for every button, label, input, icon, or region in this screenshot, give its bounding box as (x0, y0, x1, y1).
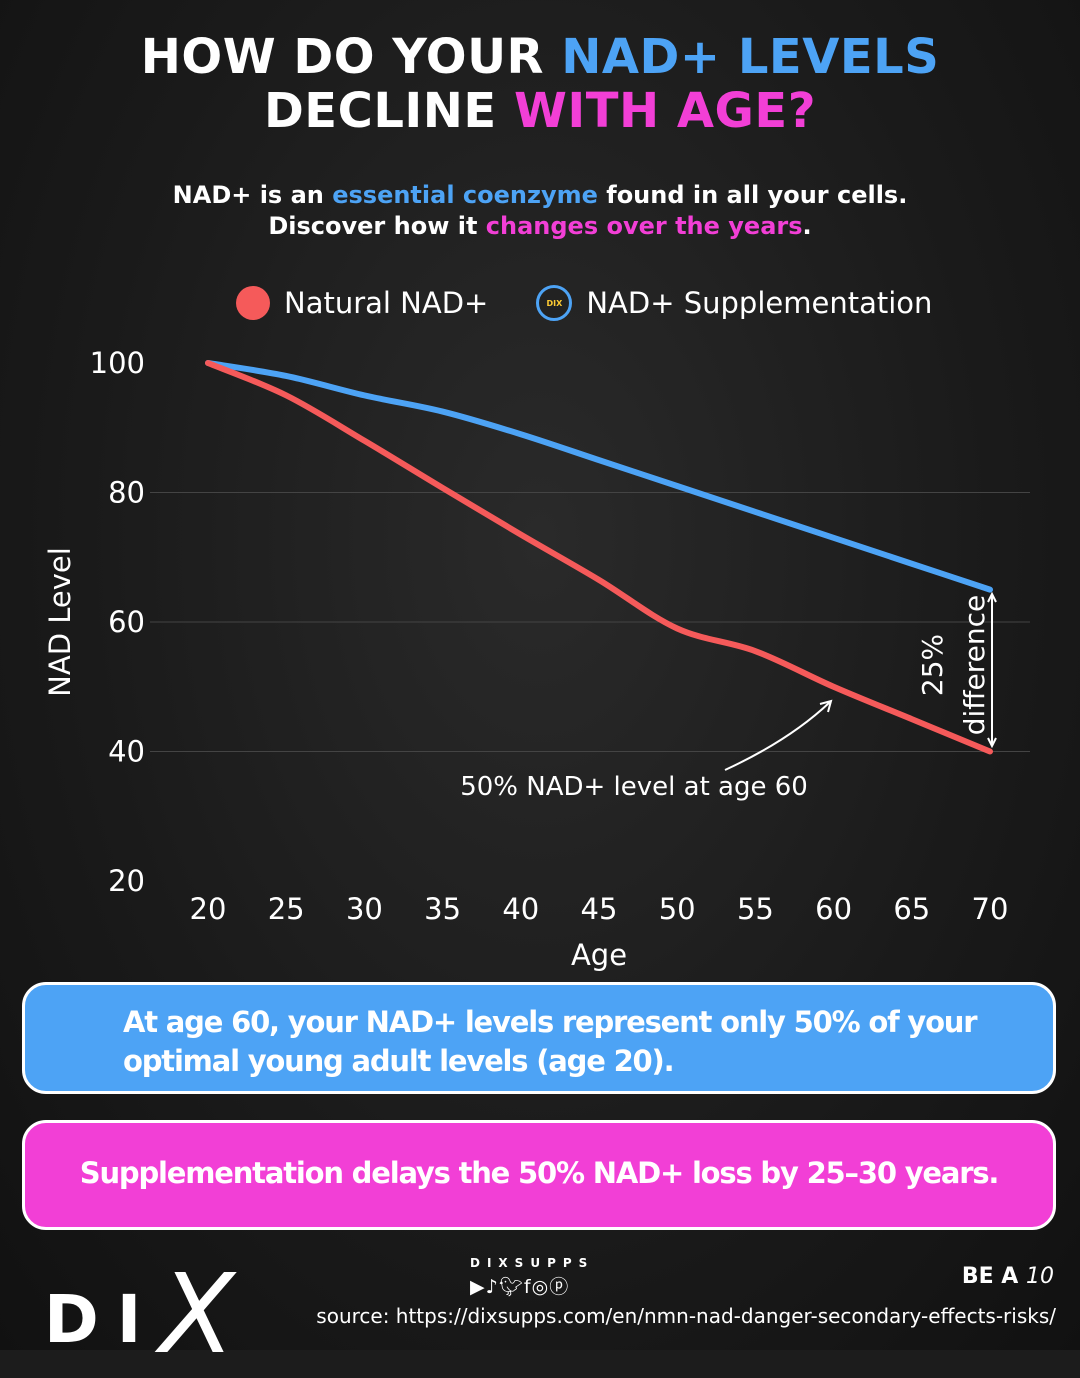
y-tick-label: 20 (108, 864, 145, 898)
x-tick-label: 50 (659, 892, 696, 926)
legend-natural: Natural NAD+ (284, 286, 489, 320)
x-axis-label: Age (571, 938, 627, 972)
series-line-nad-supplementation (205, 360, 993, 593)
legend: Natural NAD+ DIX NAD+ Supplementation (236, 285, 932, 321)
brand-name: DIXSUPPS (470, 1256, 595, 1270)
tagline: BE A 10 (962, 1264, 1054, 1289)
sub-highlight: essential coenzyme (332, 181, 598, 209)
annotation-arrow (724, 701, 831, 771)
pinterest-icon[interactable]: ⓟ (549, 1276, 570, 1298)
series-line-natural-nad- (205, 360, 993, 755)
y-tick-label: 80 (108, 476, 145, 510)
instagram-icon[interactable]: ◎ (531, 1276, 550, 1298)
annotation-age60: 50% NAD+ level at age 60 (460, 772, 808, 802)
x-tick-label: 35 (424, 892, 461, 926)
line-chart: 100 80 60 40 20 20 25 30 35 40 45 50 55 60 65 70 NAD Le… (43, 346, 1030, 972)
callout-age60: At age 60, your NAD+ levels represent on… (22, 982, 1056, 1094)
subtitle: NAD+ is an essential coenzyme found in a… (0, 180, 1080, 242)
sub-text: NAD+ is an (172, 181, 333, 209)
title-highlight: WITH AGE? (513, 83, 817, 139)
x-tick-label: 65 (893, 892, 930, 926)
x-tick-label: 20 (190, 892, 227, 926)
legend-supplement: NAD+ Supplementation (586, 286, 933, 320)
x-tick-label: 25 (268, 892, 305, 926)
x-tick-label: 55 (737, 892, 774, 926)
title-text: HOW DO YOUR (140, 29, 562, 85)
tagline-text: BE A (961, 1264, 1026, 1289)
x-tick-label: 30 (346, 892, 383, 926)
diff-percent: 25% (916, 634, 949, 696)
sub-highlight: changes over the years (485, 212, 803, 240)
tiktok-icon[interactable]: ♪ (485, 1276, 499, 1298)
diff-label: difference (958, 595, 991, 736)
sub-text: . (802, 212, 812, 240)
facebook-icon[interactable]: f (523, 1276, 532, 1298)
tagline-number: 10 (1026, 1264, 1054, 1289)
title-highlight: NAD+ LEVELS (561, 29, 940, 85)
x-tick-label: 40 (502, 892, 539, 926)
y-axis-label: NAD Level (43, 547, 77, 697)
arrow-heads (987, 591, 997, 749)
sub-text: Discover how it (268, 212, 486, 240)
sub-text: found in all your cells. (597, 181, 908, 209)
social-icons: ▶♪🐦︎f◎ⓟ (470, 1272, 569, 1299)
supplement-bottle-icon: DIX (536, 285, 573, 321)
x-tick-label: 60 (815, 892, 852, 926)
twitter-icon[interactable]: 🐦︎ (498, 1276, 524, 1298)
y-tick-label: 40 (108, 735, 145, 769)
x-tick-label: 45 (581, 892, 618, 926)
callout-supplementation: Supplementation delays the 50% NAD+ loss… (22, 1120, 1056, 1230)
x-tick-label: 70 (972, 892, 1009, 926)
page-title: HOW DO YOUR NAD+ LEVELS DECLINE WITH AGE… (0, 30, 1080, 138)
youtube-icon[interactable]: ▶ (470, 1276, 486, 1298)
natural-dot-icon (236, 286, 270, 320)
title-text: DECLINE (263, 83, 514, 139)
arrow-head (819, 699, 833, 713)
y-tick-label: 60 (108, 605, 145, 639)
y-tick-label: 100 (90, 346, 145, 380)
dix-logo: DIX (44, 1250, 253, 1378)
source-text: source: https://dixsupps.com/en/nmn-nad-… (316, 1304, 1056, 1328)
